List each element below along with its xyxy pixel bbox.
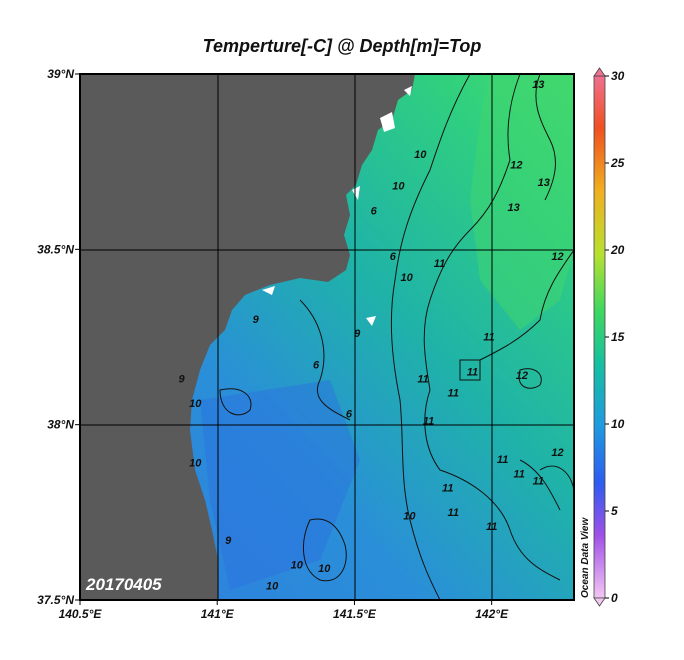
colorbar-tick-label: 15 xyxy=(611,330,625,344)
contour-label: 6 xyxy=(390,251,397,263)
contour-label: 12 xyxy=(510,160,522,172)
contour-label: 11 xyxy=(434,258,445,270)
contour-label: 9 xyxy=(354,328,361,340)
colorbar xyxy=(593,75,606,599)
contour-label: 12 xyxy=(516,370,528,382)
date-label: 20170405 xyxy=(85,575,162,594)
contour-label: 10 xyxy=(189,398,202,410)
map-title: Temperture[-C] @ Depth[m]=Top xyxy=(202,36,482,56)
contour-label: 11 xyxy=(448,507,459,519)
y-tick-label: 38°N xyxy=(47,418,74,432)
contour-label: 9 xyxy=(253,314,260,326)
colorbar-tick-label: 30 xyxy=(611,69,625,83)
colorbar-bottom-arrow xyxy=(593,597,606,607)
cool-water-patch xyxy=(200,380,360,590)
y-tick-label: 38.5°N xyxy=(37,242,74,256)
colorbar-top-arrow xyxy=(593,67,606,77)
warm-water-patch xyxy=(470,74,574,330)
contour-label: 11 xyxy=(423,416,434,428)
x-tick-label: 141.5°E xyxy=(333,607,377,621)
contour-label: 10 xyxy=(400,272,413,284)
contour-label: 10 xyxy=(414,149,427,161)
land-mass xyxy=(80,74,415,600)
contour-label: 11 xyxy=(442,482,453,494)
ocean-data-view-watermark: Ocean Data View xyxy=(580,517,591,598)
colorbar-tick-label: 10 xyxy=(611,417,625,431)
colorbar-tick-label: 20 xyxy=(610,243,625,257)
colorbar-tick-label: 5 xyxy=(611,504,618,518)
contour-label: 10 xyxy=(318,563,331,575)
contour-label: 11 xyxy=(417,374,428,386)
contour-label: 13 xyxy=(538,177,550,189)
contour-lines xyxy=(219,74,574,600)
contour-label: 13 xyxy=(507,202,519,214)
colorbar-tick-label: 25 xyxy=(610,156,625,170)
contour-label: 10 xyxy=(392,181,405,193)
contour-label: 10 xyxy=(403,510,416,522)
contour-label: 10 xyxy=(189,458,202,470)
colorbar-tick-label: 0 xyxy=(611,591,618,605)
contour-label: 6 xyxy=(346,409,353,421)
contour-label: 11 xyxy=(497,454,508,466)
contour-label: 11 xyxy=(467,367,478,379)
contour-label: 9 xyxy=(178,374,185,386)
grid-lines xyxy=(80,74,574,600)
contour-label: 6 xyxy=(313,360,320,372)
x-tick-label: 142°E xyxy=(475,607,509,621)
contour-label: 11 xyxy=(483,332,494,344)
contour-label: 10 xyxy=(266,580,279,592)
contour-label: 11 xyxy=(448,388,459,400)
contour-label: 11 xyxy=(533,475,544,487)
contour-label: 6 xyxy=(371,205,378,217)
contour-label: 13 xyxy=(532,79,544,91)
plot-frame xyxy=(79,73,575,601)
x-tick-label: 141°E xyxy=(201,607,235,621)
contour-label: 12 xyxy=(551,447,563,459)
x-tick-label: 140.5°E xyxy=(59,607,103,621)
contour-label: 11 xyxy=(513,468,524,480)
contour-label: 9 xyxy=(225,535,232,547)
contour-label: 12 xyxy=(551,251,563,263)
contour-label: 10 xyxy=(291,559,304,571)
y-tick-label: 37.5°N xyxy=(37,593,74,607)
y-tick-label: 39°N xyxy=(47,67,74,81)
